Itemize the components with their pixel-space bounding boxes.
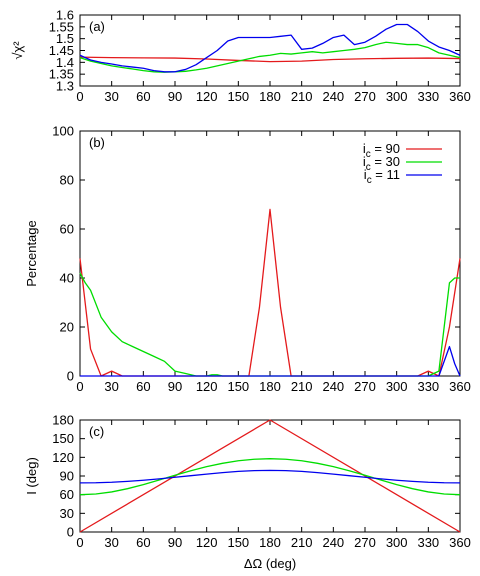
y-tick-label: 100 xyxy=(52,124,74,139)
legend-var: i xyxy=(363,154,366,169)
x-tick-label: 150 xyxy=(227,535,249,550)
x-tick-label: 0 xyxy=(76,379,83,394)
y-tick-label: 1.45 xyxy=(49,43,74,58)
y-tick-label: 1.55 xyxy=(49,19,74,34)
series-line-blue xyxy=(79,469,461,484)
y-tick-label: 1.6 xyxy=(56,8,74,23)
panel-a-chi-square: 0 30 60 90 120 150 180 210 240 270 300 330 360 1.31.3… xyxy=(10,8,471,105)
panel-label: (a) xyxy=(89,19,105,34)
x-tick-label: 30 xyxy=(104,535,118,550)
legend-value: = 11 xyxy=(372,167,400,182)
y-tick-label: 1.5 xyxy=(56,31,74,46)
legend-subscript: c xyxy=(366,162,371,173)
plot-frame xyxy=(79,419,461,533)
x-tick-label: 360 xyxy=(449,89,471,104)
x-tick-label: 60 xyxy=(136,535,150,550)
x-tick-label: 0 xyxy=(76,89,83,104)
x-tick-label: 90 xyxy=(168,535,182,550)
legend-label: ic = 30 xyxy=(363,154,400,173)
panel-label: (c) xyxy=(89,424,104,439)
series-line-green xyxy=(79,41,461,73)
y-tick-label: 30 xyxy=(60,506,74,521)
series-line-blue xyxy=(79,23,461,73)
x-tick-label: 240 xyxy=(322,89,344,104)
series-line-red xyxy=(79,419,461,533)
y-tick-label: 60 xyxy=(60,222,74,237)
legend-var: i xyxy=(363,141,366,156)
y-tick-label: 1.3 xyxy=(56,79,74,94)
y-tick-label: 180 xyxy=(52,413,74,428)
y-tick-label: 80 xyxy=(60,173,74,188)
y-tick-label: 120 xyxy=(52,450,74,465)
x-tick-label: 150 xyxy=(227,379,249,394)
x-tick-label: 120 xyxy=(196,379,218,394)
x-tick-label: 270 xyxy=(354,379,376,394)
series-line-red xyxy=(79,56,461,63)
x-tick-label: 180 xyxy=(259,379,281,394)
x-tick-label: 120 xyxy=(196,535,218,550)
y-tick-label: 0 xyxy=(67,525,74,540)
x-tick-label: 270 xyxy=(354,89,376,104)
x-tick-label: 120 xyxy=(196,89,218,104)
x-tick-label: 150 xyxy=(227,89,249,104)
x-tick-label: 30 xyxy=(104,89,118,104)
plot-frame xyxy=(79,14,461,87)
legend-var: i xyxy=(364,167,367,182)
panel-c-inclination: 0 30 60 90 120 150 180 210 240 270 300 330 360030609… xyxy=(24,413,471,572)
x-tick-label: 60 xyxy=(136,89,150,104)
x-tick-label: 270 xyxy=(354,535,376,550)
series-line-green xyxy=(79,458,461,496)
x-tick-label: 60 xyxy=(136,379,150,394)
legend-subscript: c xyxy=(367,175,372,186)
x-tick-label: 90 xyxy=(168,89,182,104)
y-tick-label: 1.4 xyxy=(56,55,74,70)
x-tick-label: 240 xyxy=(322,535,344,550)
x-tick-label: 240 xyxy=(322,379,344,394)
x-tick-label: 360 xyxy=(449,379,471,394)
x-tick-label: 300 xyxy=(386,379,408,394)
x-tick-label: 360 xyxy=(449,535,471,550)
series-line-green xyxy=(79,272,460,377)
x-tick-label: 330 xyxy=(417,89,439,104)
y-tick-label: 150 xyxy=(52,431,74,446)
y-tick-label: 1.35 xyxy=(49,67,74,82)
y-axis-label: I (deg) xyxy=(24,457,39,495)
x-tick-label: 180 xyxy=(259,89,281,104)
y-axis-label: Percentage xyxy=(24,220,39,287)
x-tick-label: 90 xyxy=(168,379,182,394)
y-tick-label: 60 xyxy=(60,487,74,502)
y-axis-label: √χ² xyxy=(10,41,25,60)
legend-label: ic = 11 xyxy=(364,167,400,186)
x-tick-label: 210 xyxy=(291,379,313,394)
x-tick-label: 210 xyxy=(291,89,313,104)
legend-value: = 90 xyxy=(371,141,400,156)
x-axis-label: ΔΩ (deg) xyxy=(244,556,296,571)
legend-label: ic = 90 xyxy=(363,141,400,160)
panel-b-percentage: 0 30 60 90 120 150 180 210 240 270 300 330 360 0 20 40 6… xyxy=(24,124,471,395)
series-line-blue xyxy=(80,345,461,377)
series-line-red xyxy=(79,208,461,377)
y-tick-label: 0 xyxy=(67,369,74,384)
x-tick-label: 330 xyxy=(417,379,439,394)
legend-value: = 30 xyxy=(371,154,400,169)
x-tick-label: 0 xyxy=(76,535,83,550)
legend-subscript: c xyxy=(366,149,371,160)
plot-frame xyxy=(79,130,461,377)
panel-label: (b) xyxy=(89,135,105,150)
x-tick-label: 180 xyxy=(259,535,281,550)
x-tick-label: 300 xyxy=(386,535,408,550)
x-tick-label: 300 xyxy=(386,89,408,104)
y-tick-label: 90 xyxy=(60,469,74,484)
x-tick-label: 330 xyxy=(417,535,439,550)
y-tick-label: 40 xyxy=(60,271,74,286)
y-tick-label: 20 xyxy=(60,320,74,335)
x-tick-label: 30 xyxy=(104,379,118,394)
x-tick-label: 210 xyxy=(291,535,313,550)
